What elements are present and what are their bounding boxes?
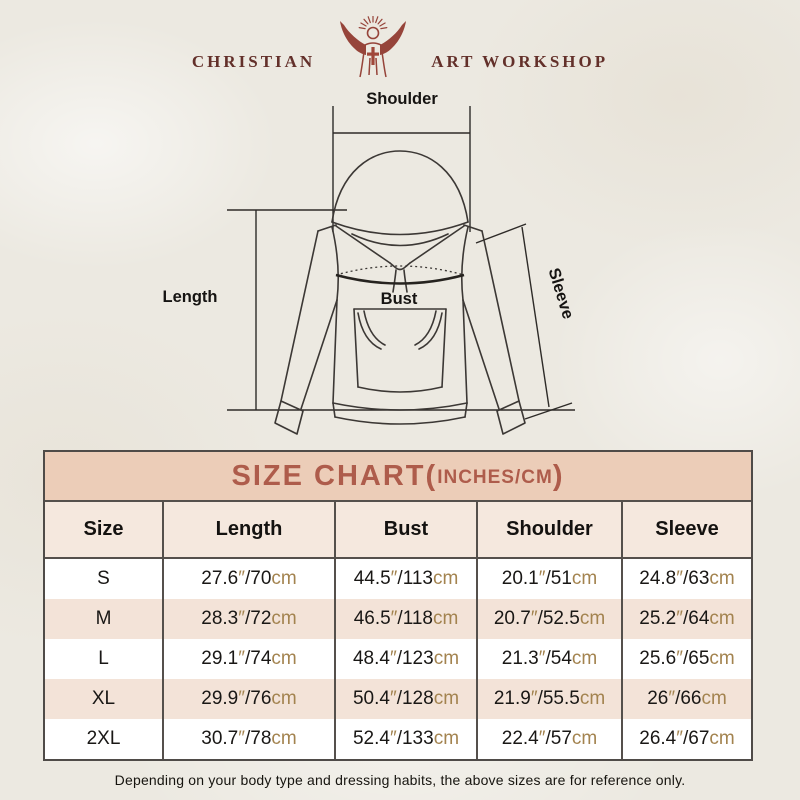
measure-cell: 29.1″/74cm <box>163 639 336 679</box>
jesus-icon <box>340 16 407 78</box>
measure-cell: 25.2″/64cm <box>622 599 751 639</box>
hoodie-line-art <box>274 150 526 435</box>
table-row-l: L 29.1″/74cm 48.4″/123cm 21.3″/54cm 25.6… <box>45 639 751 679</box>
measure-cell: 20.1″/51cm <box>477 558 623 599</box>
measure-cell: 27.6″/70cm <box>163 558 336 599</box>
shoulder-label: Shoulder <box>366 90 438 108</box>
measure-cell: 44.5″/113cm <box>335 558 478 599</box>
measure-cell: 50.4″/128cm <box>335 679 478 719</box>
measure-cell: 30.7″/78cm <box>163 719 336 759</box>
column-header-length: Length <box>163 502 336 559</box>
measure-cell: 25.6″/65cm <box>622 639 751 679</box>
measure-cell: 52.4″/133cm <box>335 719 478 759</box>
column-header-sleeve: Sleeve <box>622 502 751 559</box>
column-header-bust: Bust <box>335 502 478 559</box>
size-chart-title: SIZE CHART(INCHES/CM) <box>45 452 751 502</box>
measure-cell: 28.3″/72cm <box>163 599 336 639</box>
size-cell: S <box>45 558 164 599</box>
reference-note: Depending on your body type and dressing… <box>114 772 686 788</box>
column-header-shoulder: Shoulder <box>477 502 623 559</box>
brand-name-right: ART WORKSHOP <box>431 52 609 71</box>
size-chart-table: SIZE CHART(INCHES/CM) Size Length Bust S… <box>43 450 753 761</box>
measure-cell: 21.9″/55.5cm <box>477 679 623 719</box>
length-label: Length <box>163 288 218 306</box>
title-close-paren: ) <box>552 459 565 492</box>
sleeve-label: Sleeve <box>545 266 578 321</box>
table-row-xl: XL 29.9″/76cm 50.4″/128cm 21.9″/55.5cm 2… <box>45 679 751 719</box>
measure-cell: 46.5″/118cm <box>335 599 478 639</box>
title-open-paren: ( <box>425 459 438 492</box>
brand-logo: CHRISTIAN <box>0 16 800 80</box>
size-cell: L <box>45 639 164 679</box>
size-cell: M <box>45 599 164 639</box>
table-row-2xl: 2XL 30.7″/78cm 52.4″/133cm 22.4″/57cm 26… <box>45 719 751 759</box>
measure-cell: 22.4″/57cm <box>477 719 623 759</box>
column-header-size: Size <box>45 502 164 559</box>
measure-cell: 20.7″/52.5cm <box>477 599 623 639</box>
bust-label: Bust <box>381 290 418 308</box>
measure-cell: 29.9″/76cm <box>163 679 336 719</box>
table-row-s: S 27.6″/70cm 44.5″/113cm 20.1″/51cm 24.8… <box>45 558 751 599</box>
measure-cell: 48.4″/123cm <box>335 639 478 679</box>
brand-name-left: CHRISTIAN <box>191 52 316 71</box>
measure-cell: 24.8″/63cm <box>622 558 751 599</box>
hoodie-measurement-diagram: Shoulder Length Bust Sleeve <box>163 90 578 435</box>
table-row-m: M 28.3″/72cm 46.5″/118cm 20.7″/52.5cm 25… <box>45 599 751 639</box>
size-cell: 2XL <box>45 719 164 759</box>
measure-cell: 26.4″/67cm <box>622 719 751 759</box>
measurement-lines <box>227 106 575 420</box>
measure-cell: 26″/66cm <box>622 679 751 719</box>
title-sub: INCHES/CM <box>437 467 553 488</box>
size-cell: XL <box>45 679 164 719</box>
bust-line <box>335 265 465 285</box>
measure-cell: 21.3″/54cm <box>477 639 623 679</box>
column-header-row: Size Length Bust Shoulder Sleeve <box>45 502 751 559</box>
title-main: SIZE CHART <box>231 459 426 492</box>
